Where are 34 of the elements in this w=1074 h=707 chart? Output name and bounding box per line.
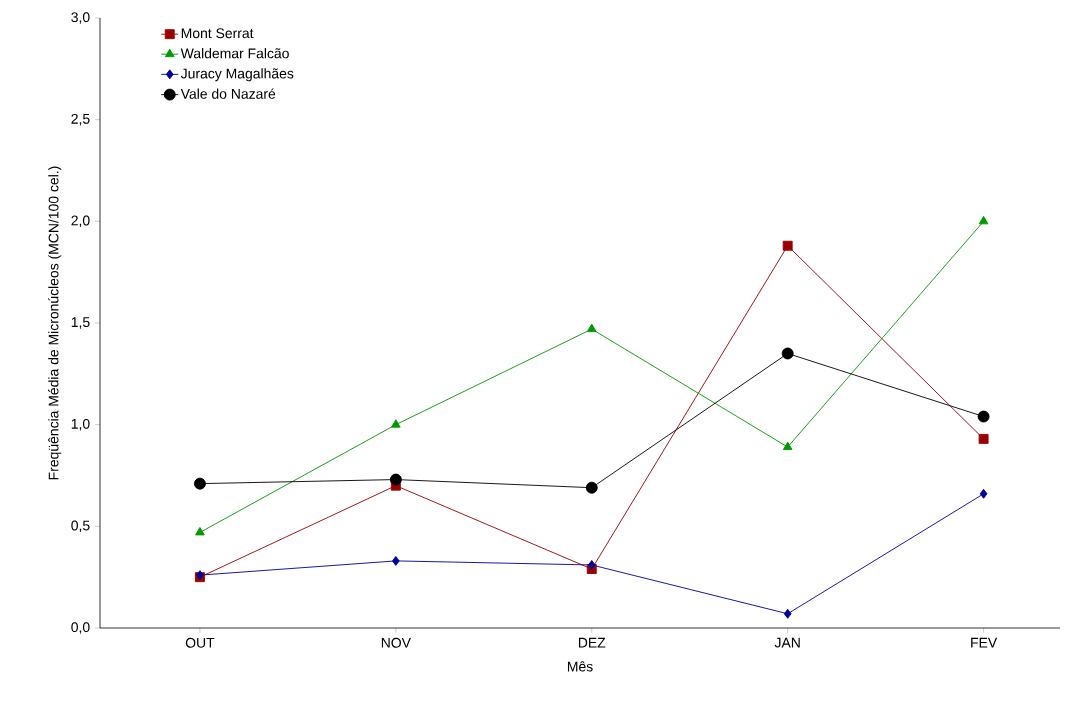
point — [978, 215, 989, 225]
point — [585, 481, 598, 494]
y-axis-title: Freqüência Média de Micronúcleos (MCN/100 cel.) — [48, 166, 62, 480]
point — [587, 560, 596, 570]
point — [389, 473, 402, 486]
point — [391, 419, 401, 428]
y-tick-label: 1,0 — [71, 418, 90, 431]
legend-label: Waldemar Falcão — [180, 48, 289, 59]
x-tick-label: FEV — [971, 637, 998, 648]
y-tick-label: 3,0 — [71, 12, 90, 24]
point — [195, 526, 205, 536]
point — [783, 608, 792, 619]
legend-label: Vale do Nazaré — [180, 88, 276, 99]
point — [586, 323, 597, 333]
y-tick-label: 2,0 — [71, 215, 90, 228]
x-tick-label: JAN — [774, 637, 800, 648]
y-tick-label: 1,5 — [71, 317, 90, 329]
point — [978, 433, 989, 444]
y-tick-label: 0,0 — [71, 622, 90, 634]
legend-label: Juracy Magalhães — [180, 68, 294, 82]
point — [193, 477, 206, 490]
x-tick-label: NOV — [381, 637, 411, 648]
y-tick-label: 2,5 — [71, 113, 90, 126]
x-tick-label: DEZ — [578, 637, 606, 648]
x-tick-label: OUT — [185, 637, 215, 648]
point — [782, 441, 793, 450]
point — [979, 488, 988, 499]
y-tick-label: 0,5 — [71, 520, 90, 533]
x-axis-title: Mês — [567, 661, 593, 672]
point — [782, 240, 793, 251]
point — [977, 410, 990, 423]
point — [781, 347, 794, 360]
legend-label: Mont Serrat — [181, 28, 254, 39]
point — [392, 555, 400, 566]
